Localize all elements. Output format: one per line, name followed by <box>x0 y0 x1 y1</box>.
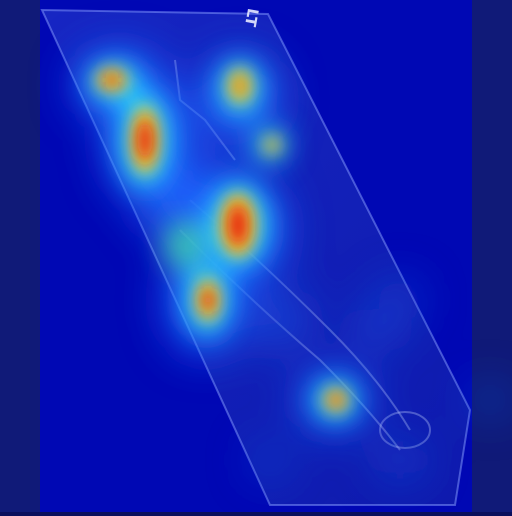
left-strip <box>0 0 40 512</box>
film-edge <box>40 8 472 506</box>
side-marker-label: LT <box>240 6 262 30</box>
right-strip <box>472 0 512 512</box>
heat-hot <box>105 74 341 405</box>
